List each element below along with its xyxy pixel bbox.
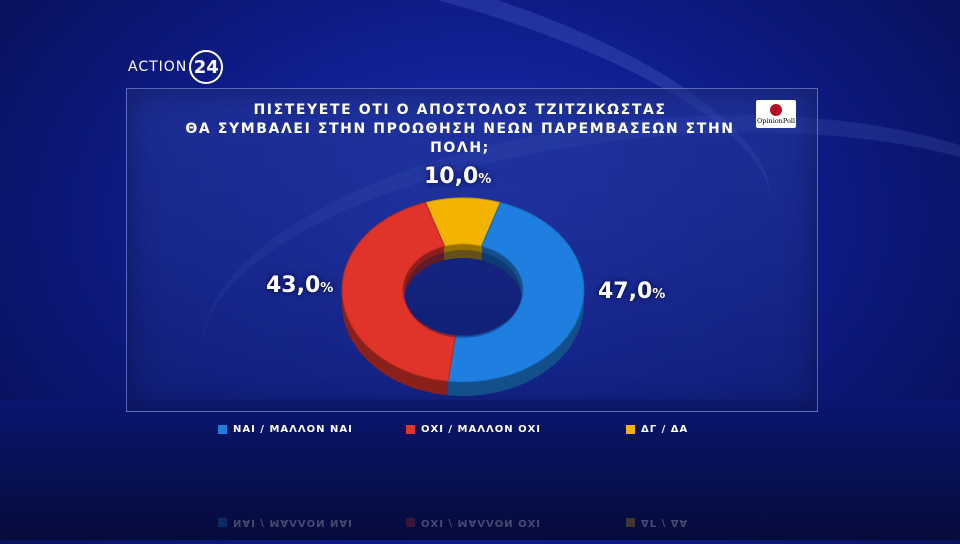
slice-unit-no: % bbox=[320, 281, 334, 296]
logo-word: ACTION bbox=[128, 59, 188, 75]
legend-reflection-yes: ΝΑΙ / ΜΑΛΛΟΝ ΝΑΙ bbox=[218, 517, 353, 528]
legend-swatch-yes bbox=[218, 425, 227, 434]
legend-reflection-dk: ΔΓ / ΔΑ bbox=[626, 517, 688, 528]
legend-reflection-label-no: ΟΧΙ / ΜΑΛΛΟΝ ΟΧΙ bbox=[421, 517, 541, 528]
slice-no bbox=[341, 201, 457, 382]
slice-label-yes: 47,0% bbox=[598, 279, 665, 304]
donut-hole bbox=[405, 250, 521, 338]
legend-reflection-swatch-dk bbox=[626, 518, 635, 527]
legend-reflection-swatch-no bbox=[406, 518, 415, 527]
slice-unit-dk: % bbox=[478, 172, 492, 187]
pollster-logo-mark bbox=[770, 103, 782, 116]
title-line-2: ΘΑ ΣΥΜΒΑΛΕΙ ΣΤΗΝ ΠΡΟΩΘΗΣΗ ΝΕΩΝ ΠΑΡΕΜΒΑΣΕ… bbox=[185, 121, 735, 156]
slice-value-yes: 47,0 bbox=[598, 279, 653, 304]
logo-number: 24 bbox=[189, 50, 224, 84]
slice-label-no: 43,0% bbox=[266, 273, 333, 298]
slice-label-dk: 10,0% bbox=[424, 164, 491, 189]
slice-value-no: 43,0 bbox=[266, 273, 321, 298]
legend-reflection-swatch-yes bbox=[218, 518, 227, 527]
legend-label-dk: ΔΓ / ΔΑ bbox=[641, 424, 689, 435]
pollster-logo: OpinionPoll bbox=[756, 100, 796, 128]
chart-title: ΠΙΣΤΕΥΕΤΕ ΟΤΙ Ο ΑΠΟΣΤΟΛΟΣ ΤΖΙΤΖΙΚΩΣΤΑΣ Θ… bbox=[180, 101, 740, 158]
slice-unit-yes: % bbox=[652, 287, 666, 302]
legend-reflection-label-dk: ΔΓ / ΔΑ bbox=[641, 517, 689, 528]
legend-item-yes: ΝΑΙ / ΜΑΛΛΟΝ ΝΑΙ bbox=[218, 424, 353, 435]
legend-swatch-no bbox=[406, 425, 415, 434]
studio-floor bbox=[0, 400, 960, 540]
legend-swatch-dk bbox=[626, 425, 635, 434]
pollster-name: OpinionPoll bbox=[756, 116, 796, 125]
slice-yes bbox=[447, 201, 585, 383]
legend-reflection: ΝΑΙ / ΜΑΛΛΟΝ ΝΑΙ ΟΧΙ / ΜΑΛΛΟΝ ΟΧΙ ΔΓ / Δ… bbox=[0, 510, 960, 528]
legend-reflection-no: ΟΧΙ / ΜΑΛΛΟΝ ΟΧΙ bbox=[406, 517, 541, 528]
title-line-1: ΠΙΣΤΕΥΕΤΕ ΟΤΙ Ο ΑΠΟΣΤΟΛΟΣ ΤΖΙΤΖΙΚΩΣΤΑΣ bbox=[253, 102, 667, 118]
legend-item-dk: ΔΓ / ΔΑ bbox=[626, 424, 688, 435]
legend-label-yes: ΝΑΙ / ΜΑΛΛΟΝ ΝΑΙ bbox=[233, 424, 353, 435]
legend-reflection-label-yes: ΝΑΙ / ΜΑΛΛΟΝ ΝΑΙ bbox=[233, 517, 353, 528]
channel-logo: ACTION 24 bbox=[128, 50, 224, 84]
legend-label-no: ΟΧΙ / ΜΑΛΛΟΝ ΟΧΙ bbox=[421, 424, 541, 435]
legend-item-no: ΟΧΙ / ΜΑΛΛΟΝ ΟΧΙ bbox=[406, 424, 541, 435]
slice-value-dk: 10,0 bbox=[424, 164, 479, 189]
